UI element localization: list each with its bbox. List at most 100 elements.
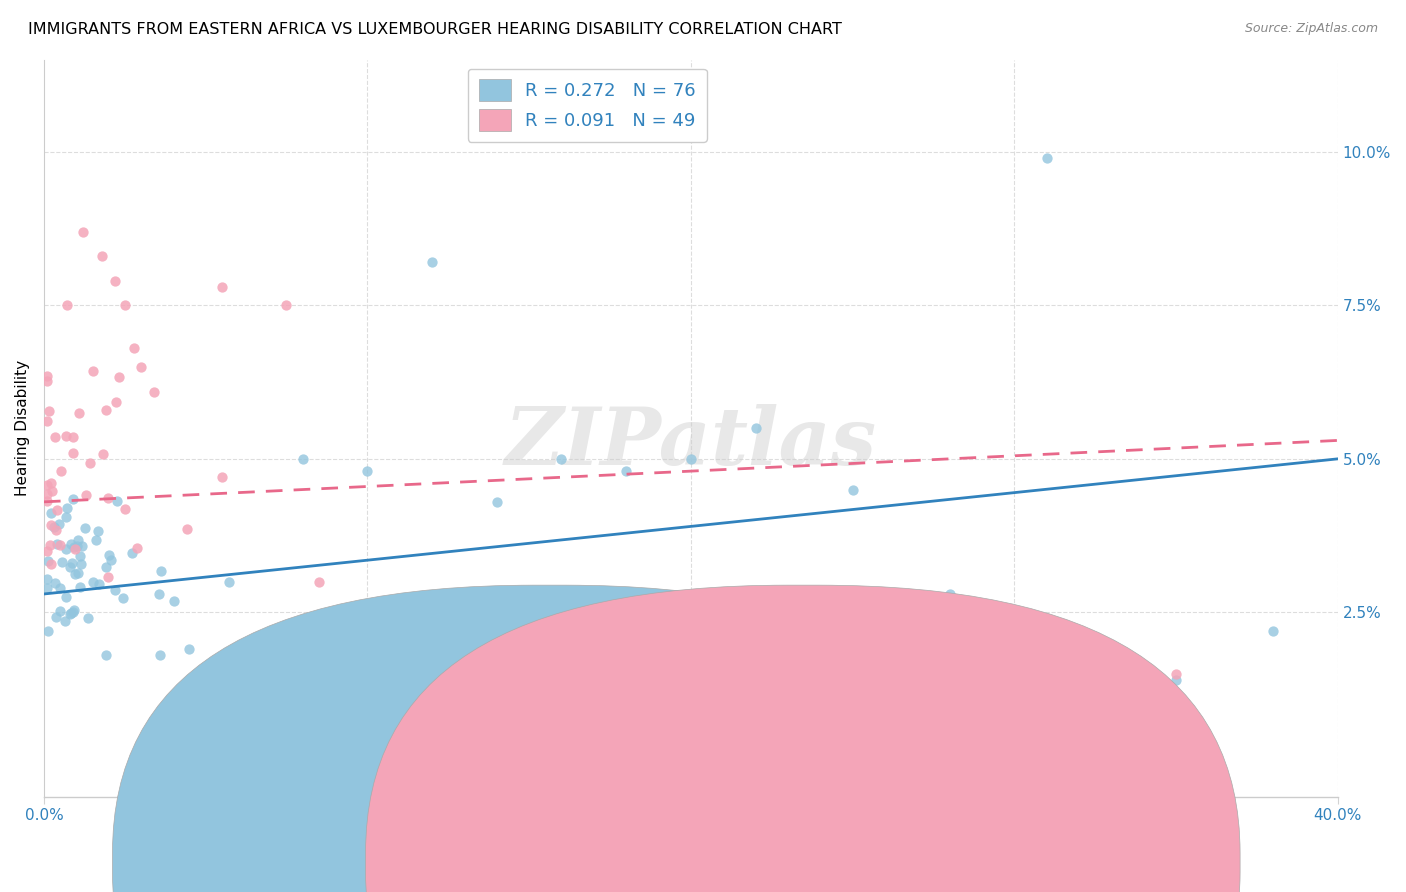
Point	[56, 500, 79, 515]
Point	[37, 478, 59, 492]
Point	[485, 495, 508, 509]
Point	[75, 488, 97, 502]
Point	[111, 591, 134, 605]
Point	[149, 648, 172, 663]
Point	[44, 610, 66, 624]
Point	[48, 517, 70, 532]
Point	[62, 430, 84, 444]
Point	[142, 384, 165, 399]
Point	[97, 570, 120, 584]
Point	[356, 464, 378, 478]
Point	[163, 594, 186, 608]
Point	[42, 520, 65, 534]
Point	[37, 494, 59, 508]
Point	[98, 549, 121, 563]
Point	[60, 556, 83, 570]
Point	[308, 574, 330, 589]
Point	[114, 501, 136, 516]
Point	[63, 540, 86, 554]
Point	[121, 546, 143, 560]
Y-axis label: Hearing Disability: Hearing Disability	[15, 360, 30, 496]
Point	[148, 587, 170, 601]
Point	[149, 564, 172, 578]
Point	[44, 576, 66, 591]
Point	[55, 429, 77, 443]
Point	[1002, 624, 1025, 638]
Point	[59, 606, 82, 620]
Point	[62, 491, 84, 506]
Point	[82, 575, 104, 590]
Point	[66, 539, 89, 553]
Point	[211, 280, 233, 294]
Point	[91, 249, 114, 263]
Point	[77, 611, 100, 625]
Point	[39, 506, 62, 520]
Point	[67, 406, 90, 420]
Point	[276, 298, 298, 312]
Point	[39, 476, 62, 491]
Point	[62, 446, 84, 460]
Point	[75, 521, 97, 535]
Point	[63, 541, 86, 556]
Point	[1164, 673, 1187, 687]
Point	[108, 370, 131, 384]
Legend: R = 0.272   N = 76, R = 0.091   N = 49: R = 0.272 N = 76, R = 0.091 N = 49	[468, 69, 707, 142]
Point	[86, 524, 108, 538]
Point	[65, 566, 87, 581]
Point	[59, 560, 82, 574]
Point	[124, 341, 146, 355]
Point	[39, 517, 62, 532]
Point	[55, 509, 77, 524]
Text: Source: ZipAtlas.com: Source: ZipAtlas.com	[1244, 22, 1378, 36]
Point	[45, 537, 67, 551]
Point	[211, 470, 233, 484]
Point	[62, 605, 84, 619]
Point	[37, 582, 59, 596]
Point	[37, 487, 59, 501]
Point	[37, 543, 59, 558]
Text: Luxembourgers: Luxembourgers	[827, 858, 946, 872]
Point	[59, 537, 82, 551]
Point	[44, 430, 66, 444]
Point	[420, 255, 443, 269]
Point	[114, 298, 136, 312]
Point	[105, 494, 128, 508]
Point	[841, 483, 863, 497]
Point	[72, 539, 94, 553]
Point	[37, 572, 59, 586]
Point	[105, 394, 128, 409]
Point	[37, 374, 59, 388]
Point	[1164, 666, 1187, 681]
Point	[55, 541, 77, 556]
Point	[62, 603, 84, 617]
Point	[94, 403, 117, 417]
Point	[87, 577, 110, 591]
Point	[37, 414, 59, 428]
Point	[82, 364, 104, 378]
Point	[51, 555, 73, 569]
Point	[938, 587, 960, 601]
Point	[53, 614, 76, 628]
Point	[550, 451, 572, 466]
Point	[41, 483, 63, 498]
Point	[55, 590, 77, 604]
Point	[59, 607, 82, 622]
Text: IMMIGRANTS FROM EASTERN AFRICA VS LUXEMBOURGER HEARING DISABILITY CORRELATION CH: IMMIGRANTS FROM EASTERN AFRICA VS LUXEMB…	[28, 22, 842, 37]
Text: Immigrants from Eastern Africa: Immigrants from Eastern Africa	[574, 858, 814, 872]
Point	[37, 369, 59, 384]
Point	[125, 541, 148, 555]
Point	[37, 624, 59, 638]
Point	[51, 464, 73, 478]
Point	[679, 451, 702, 466]
Point	[291, 451, 314, 466]
Point	[176, 522, 198, 536]
Point	[744, 421, 766, 435]
Point	[94, 648, 117, 663]
Point	[84, 533, 107, 547]
Point	[69, 580, 91, 594]
Point	[39, 539, 62, 553]
Point	[100, 553, 122, 567]
Text: ZIPatlas: ZIPatlas	[505, 404, 877, 482]
Point	[37, 554, 59, 568]
Point	[48, 538, 70, 552]
